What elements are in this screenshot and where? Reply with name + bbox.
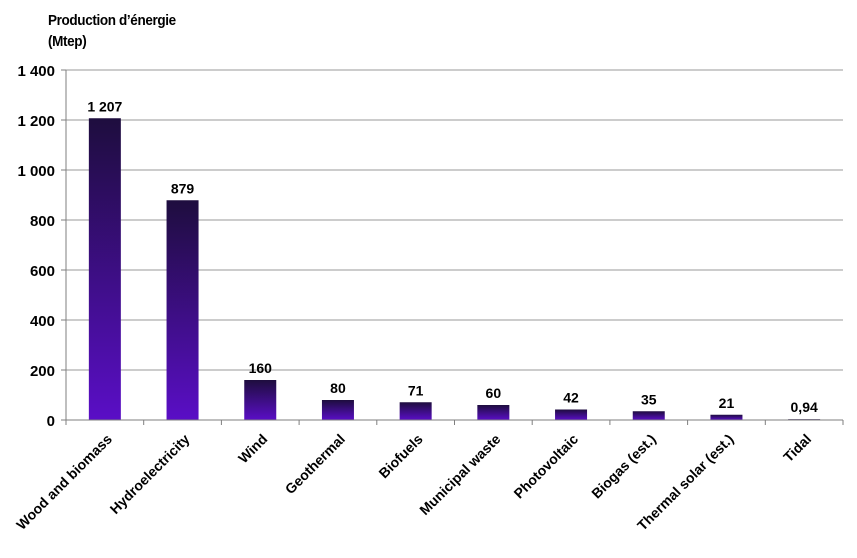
x-tick-label: Hydroelectricity [107,431,193,517]
bars [88,118,821,420]
bar [244,380,277,420]
x-tick-label: Wood and biomass [13,431,115,533]
x-tick-label: Biogas (est.) [588,431,659,502]
y-tick-label: 200 [30,363,55,380]
y-tick-label: 1 400 [17,63,55,80]
data-label: 21 [719,395,735,411]
bar [632,411,665,420]
chart-title-line-1: Production d’énergie [48,12,176,29]
data-label: 1 207 [87,98,122,114]
x-tick-label: Geothermal [282,431,348,497]
bar [477,405,510,420]
data-label: 0,94 [791,399,818,415]
y-tick-label: 600 [30,263,55,280]
data-label: 71 [408,382,424,398]
data-label: 60 [486,385,502,401]
bar [555,409,588,420]
bar [88,118,121,420]
bar [321,400,354,420]
bar [399,402,432,420]
y-axis-tick-labels: 0 200 400 600 800 1 000 1 200 1 400 [17,63,55,430]
y-tick-label: 1 200 [17,113,55,130]
x-tick-label: Municipal waste [416,431,503,518]
axes [61,69,844,425]
data-label: 42 [563,390,579,406]
x-tick-label: Photovoltaic [510,431,581,502]
x-tick-label: Wind [235,431,270,466]
y-tick-label: 800 [30,213,55,230]
data-labels: 1 207 879 160 80 71 60 42 35 21 0,94 [87,98,818,415]
data-label: 879 [171,180,195,196]
x-tick-label: Biofuels [375,431,426,482]
y-tick-label: 0 [47,413,55,430]
chart-title-line-2: (Mtep) [48,33,87,50]
data-label: 160 [249,360,273,376]
y-tick-label: 1 000 [17,163,55,180]
bar [166,200,199,420]
data-label: 35 [641,391,657,407]
x-tick-label: Tidal [780,431,814,465]
y-tick-label: 400 [30,313,55,330]
bar [710,414,743,420]
data-label: 80 [330,380,346,396]
